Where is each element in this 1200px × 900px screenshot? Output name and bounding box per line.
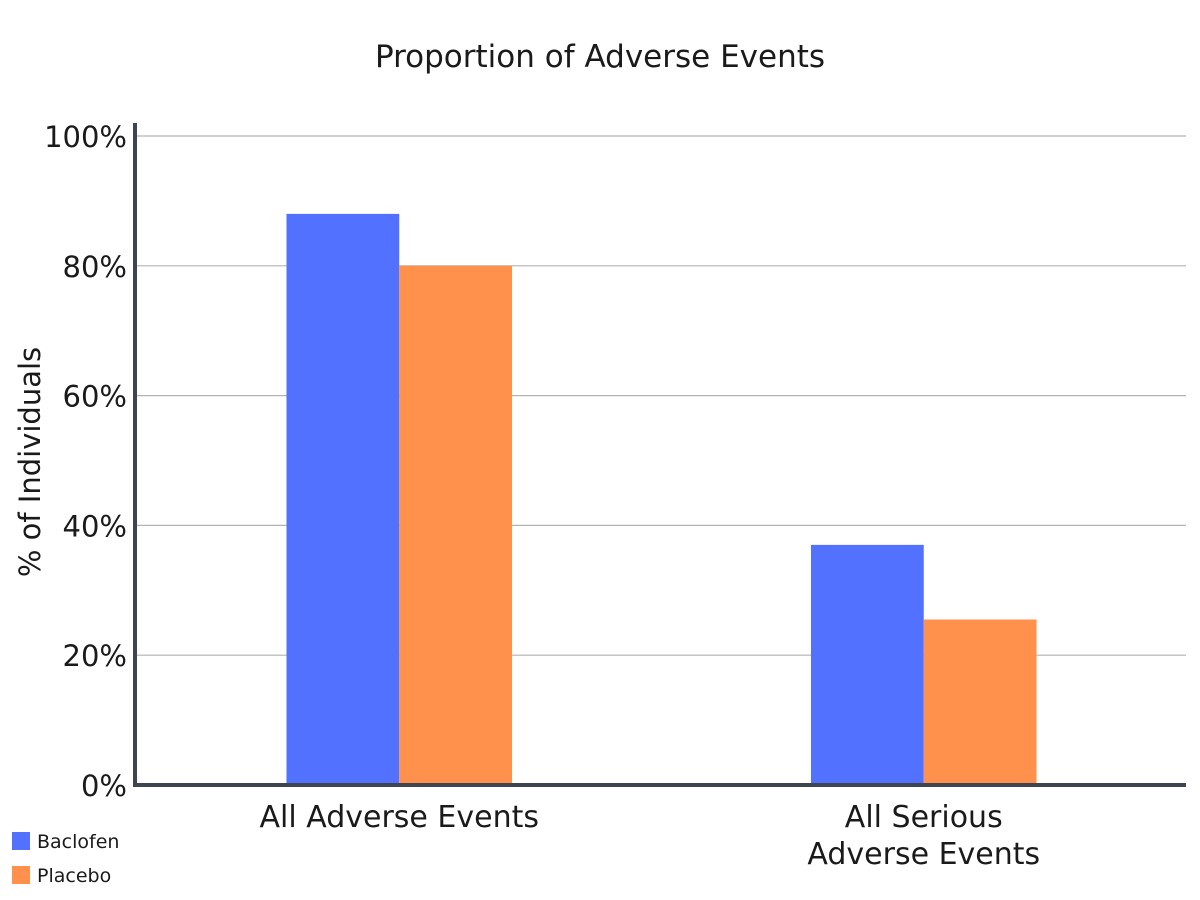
x-category-label: All Serious [845,800,1003,835]
legend-swatch-placebo [12,866,30,884]
y-tick-label: 80% [63,250,127,284]
y-tick-label: 0% [81,769,127,803]
y-tick-label: 60% [63,380,127,414]
axes [133,123,1186,787]
y-tick-label: 20% [63,639,127,673]
legend-label-baclofen: Baclofen [37,831,119,853]
bar-placebo-1 [399,265,513,785]
y-tick-labels: 0% 20% 40% 60% 80% 100% [44,120,127,803]
bar-baclofen-1 [286,213,400,785]
y-axis-title: % of Individuals [13,347,47,577]
bar-placebo-2 [923,619,1037,785]
y-tick-label: 100% [44,120,127,154]
chart-title: Proportion of Adverse Events [375,39,825,75]
legend-label-placebo: Placebo [37,865,111,887]
bars [286,213,1037,785]
bar-baclofen-2 [810,544,924,785]
y-tick-label: 40% [63,509,127,543]
legend-swatch-baclofen [12,832,30,850]
legend: Baclofen Placebo [12,831,119,887]
x-category-label: All Adverse Events [259,800,539,835]
x-category-label: Adverse Events [807,837,1040,872]
